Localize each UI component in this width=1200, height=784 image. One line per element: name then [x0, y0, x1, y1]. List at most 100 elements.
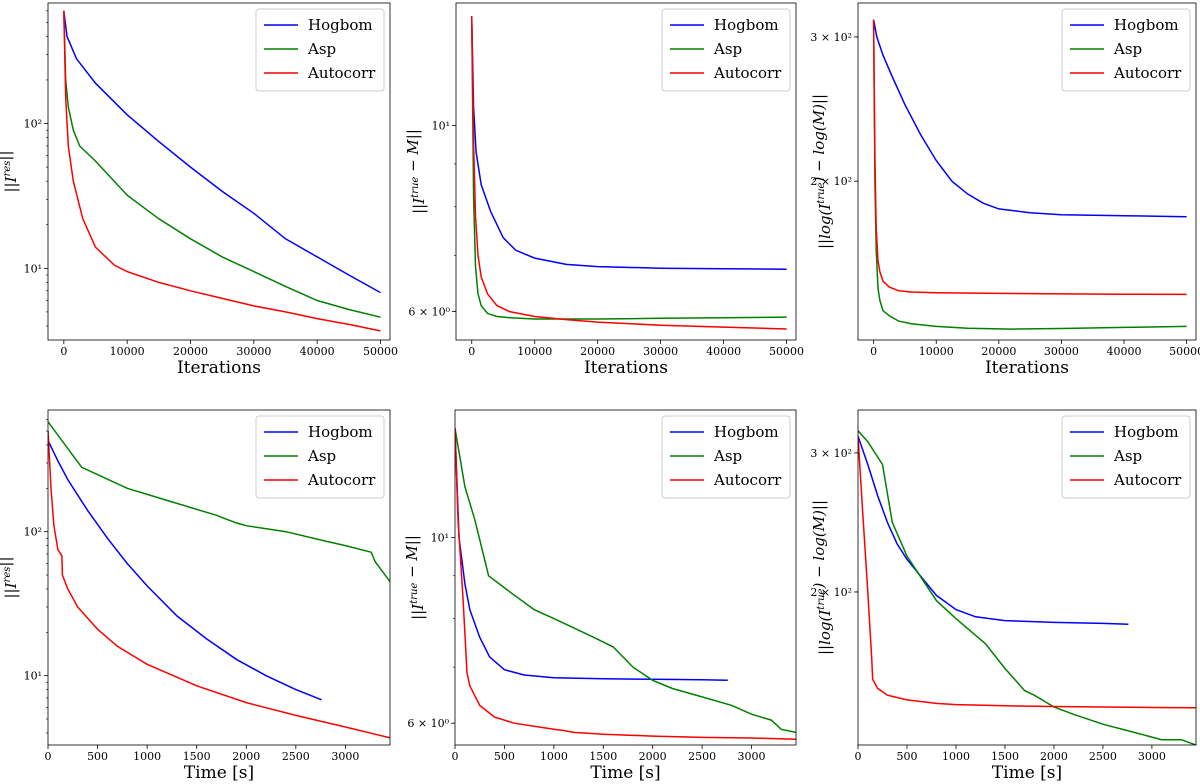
x-tick-label: 0 [468, 345, 475, 358]
legend-label-asp: Asp [713, 40, 742, 58]
chart-panel-5: 0 500 1000 1500 2000 2500 3000 6 × 10⁰ 10¹ Time [… [403, 409, 797, 783]
series-line-asp [872, 19, 1187, 330]
series-line-asp [455, 428, 796, 734]
legend: Hogbom Asp Autocorr [1061, 8, 1191, 92]
x-tick-label: 10000 [110, 345, 145, 358]
x-tick-label: 10000 [919, 345, 954, 358]
legend-label-asp: Asp [307, 447, 336, 465]
y-axis-label: ||Ires|| [0, 557, 20, 599]
chart-panel-1: 0 10000 20000 30000 40000 50000 10¹ 10² Iteratio… [0, 2, 398, 378]
y-tick-label: 6 × 10⁰ [407, 717, 449, 730]
series-line-asp [858, 430, 1196, 745]
x-tick-label: 30000 [1044, 345, 1079, 358]
x-tick-label: 40000 [706, 345, 741, 358]
y-tick-label: 2 × 10² [810, 175, 852, 188]
y-tick-label: 10² [24, 526, 42, 539]
x-tick-label: 0 [870, 345, 877, 358]
y-tick-label: 10¹ [432, 120, 450, 133]
legend: Hogbom Asp Autocorr [255, 8, 385, 92]
x-tick-label: 10000 [517, 345, 552, 358]
x-tick-label: 0 [452, 750, 459, 763]
x-tick-label: 3000 [1138, 750, 1166, 763]
plot-frame [454, 409, 797, 746]
legend-label-autocorr: Autocorr [307, 471, 376, 489]
x-axis-label: Iterations [177, 358, 261, 378]
legend: Hogbom Asp Autocorr [661, 415, 791, 499]
x-tick-label: 40000 [300, 345, 335, 358]
y-tick-label: 2 × 10² [810, 586, 852, 599]
chart-panel-3: 0 10000 20000 30000 40000 50000 2 × 10² 3 × 10²… [810, 2, 1200, 378]
x-tick-label: 3000 [738, 750, 766, 763]
x-tick-label: 500 [896, 750, 917, 763]
x-tick-label: 2500 [282, 750, 310, 763]
x-axis-label: Time [s] [590, 763, 660, 783]
x-axis-label: Time [s] [992, 763, 1062, 783]
plot-frame [47, 409, 391, 746]
y-axis-label: ||Itrue − M|| [403, 535, 427, 620]
x-tick-label: 20000 [580, 345, 615, 358]
x-tick-label: 30000 [236, 345, 271, 358]
series-line-hogbom [858, 435, 1129, 626]
chart-panel-2: 0 10000 20000 30000 40000 50000 6 × 10⁰ 10¹ Iter… [404, 2, 804, 378]
y-tick-label: 6 × 10⁰ [408, 306, 450, 319]
x-tick-label: 50000 [769, 345, 804, 358]
chart-panel-4: 0 500 1000 1500 2000 2500 3000 10¹ 10² Time [s] ||… [0, 409, 391, 783]
legend: Hogbom Asp Autocorr [1061, 415, 1191, 499]
x-tick-label: 500 [494, 750, 515, 763]
legend-label-asp: Asp [1113, 447, 1142, 465]
plot-frame [857, 409, 1197, 746]
x-axis-label: Time [s] [184, 763, 254, 783]
x-tick-label: 1500 [183, 750, 211, 763]
x-tick-label: 500 [87, 750, 108, 763]
legend-label-asp: Asp [713, 447, 742, 465]
series-line-autocorr [63, 10, 381, 332]
series-line-asp [48, 421, 390, 583]
x-tick-label: 1000 [133, 750, 161, 763]
legend: Hogbom Asp Autocorr [661, 8, 791, 92]
legend-box [255, 8, 385, 92]
y-axis-label: ||log(Itrue) − log(M)|| [810, 94, 834, 249]
x-tick-label: 2500 [688, 750, 716, 763]
y-tick-label: 10¹ [24, 670, 42, 683]
series-line-autocorr [470, 16, 787, 330]
series-line-autocorr [858, 436, 1196, 709]
x-tick-label: 2000 [1040, 750, 1068, 763]
x-tick-label: 50000 [1169, 345, 1200, 358]
series-line-hogbom [63, 10, 381, 294]
x-axis-label: Iterations [584, 358, 668, 378]
x-tick-label: 30000 [643, 345, 678, 358]
legend-label-hogbom: Hogbom [1114, 423, 1179, 441]
legend-label-asp: Asp [307, 40, 336, 58]
y-tick-label: 3 × 10² [810, 447, 852, 460]
legend-label-hogbom: Hogbom [1114, 16, 1179, 34]
plot-frame [455, 2, 797, 341]
x-tick-label: 1500 [589, 750, 617, 763]
legend-box [1061, 8, 1191, 92]
y-axis-label: ||Ires|| [0, 151, 20, 193]
chart-panel-6: 0 500 1000 1500 2000 2500 3000 2 × 10² 3 × 10² Ti… [810, 409, 1197, 783]
y-tick-label: 3 × 10² [810, 31, 852, 44]
legend-box [661, 8, 791, 92]
x-tick-label: 3000 [331, 750, 359, 763]
legend-box [661, 415, 791, 499]
y-axis-label: ||log(Itrue) − log(M)|| [810, 500, 834, 655]
legend-label-hogbom: Hogbom [714, 16, 779, 34]
y-axis-label: ||Itrue − M|| [404, 129, 428, 214]
legend-label-asp: Asp [1113, 40, 1142, 58]
series-line-hogbom [455, 428, 728, 682]
legend-box [1061, 415, 1191, 499]
x-tick-label: 20000 [981, 345, 1016, 358]
plot-frame [857, 2, 1197, 341]
legend-label-autocorr: Autocorr [713, 471, 782, 489]
plot-frame [47, 2, 391, 341]
series-line-hogbom [470, 16, 787, 270]
y-tick-label: 10¹ [24, 262, 42, 275]
legend-label-hogbom: Hogbom [308, 16, 373, 34]
x-axis-label: Iterations [985, 358, 1069, 378]
legend-label-hogbom: Hogbom [714, 423, 779, 441]
legend-label-autocorr: Autocorr [1113, 64, 1182, 82]
x-tick-label: 50000 [363, 345, 398, 358]
x-tick-label: 0 [45, 750, 52, 763]
legend-label-autocorr: Autocorr [1113, 471, 1182, 489]
